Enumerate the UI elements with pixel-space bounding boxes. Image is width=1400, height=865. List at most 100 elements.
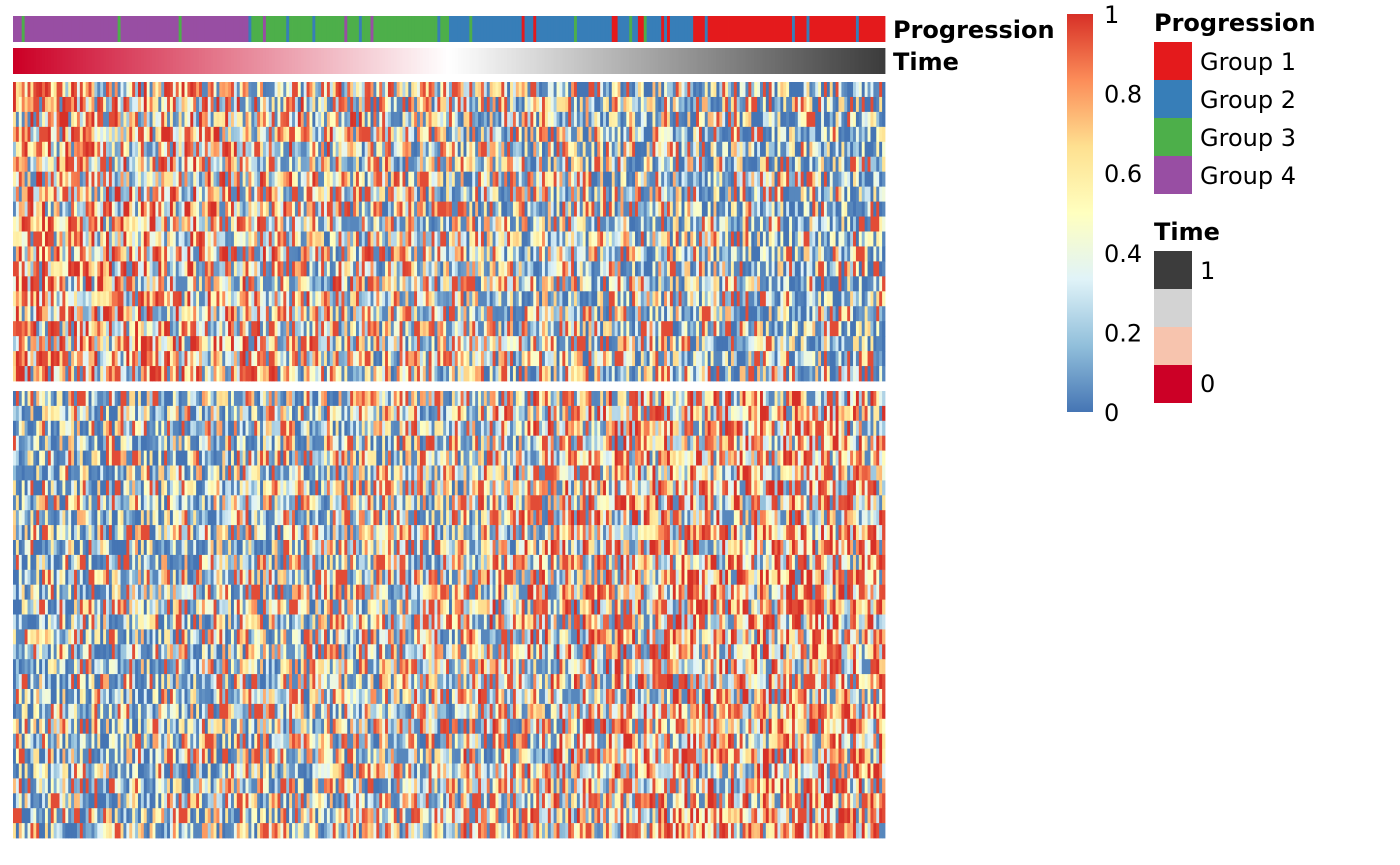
heatmap-cell [91, 82, 95, 98]
time-cell [82, 48, 87, 74]
heatmap-cell [623, 111, 627, 128]
heatmap-cell [515, 216, 520, 232]
heatmap-cell [178, 216, 182, 232]
heatmap-cell [765, 141, 770, 158]
time-cell [701, 48, 706, 74]
heatmap-cell [216, 111, 220, 128]
progression-cell [76, 16, 81, 42]
heatmap-cell [786, 261, 790, 277]
heatmap-cell [236, 216, 241, 232]
progression-cell [605, 16, 610, 42]
heatmap-cell [486, 276, 491, 292]
heatmap-cell [65, 111, 69, 128]
heatmap-cell [527, 261, 531, 277]
progression-cell [800, 16, 805, 42]
heatmap-cell [120, 216, 124, 232]
heatmap-cell [524, 156, 528, 173]
progression-cell [821, 16, 825, 42]
heatmap-cell [44, 231, 49, 247]
heatmap-cell [620, 261, 624, 277]
heatmap-cell [338, 291, 342, 307]
heatmap-cell [225, 246, 229, 262]
heatmap-cell [172, 82, 177, 98]
heatmap-cell [826, 82, 831, 98]
heatmap-cell [510, 201, 514, 217]
heatmap-cell [262, 261, 267, 277]
heatmap-cell [576, 141, 581, 158]
heatmap-cell [27, 261, 31, 277]
heatmap-cell [603, 171, 607, 188]
heatmap-cell [667, 141, 671, 158]
time-cell [97, 48, 101, 74]
heatmap-cell [414, 186, 418, 202]
heatmap-cell [50, 126, 55, 143]
heatmap-cell [739, 231, 743, 247]
heatmap-cell [199, 201, 203, 217]
heatmap-cell [422, 126, 427, 143]
heatmap-cell [146, 216, 151, 232]
heatmap-cell [512, 201, 517, 217]
heatmap-cell [626, 96, 630, 113]
heatmap-cell [201, 276, 206, 292]
heatmap-cell [155, 246, 159, 262]
progression-cell [510, 16, 514, 42]
heatmap-cell [760, 96, 764, 113]
heatmap-cell [771, 216, 775, 232]
heatmap-cell [324, 126, 328, 143]
heatmap-cell [326, 186, 331, 202]
heatmap-cell [140, 216, 145, 232]
heatmap-cell [524, 126, 528, 143]
heatmap-cell [690, 156, 694, 173]
heatmap-cell [239, 126, 244, 143]
heatmap-cell [268, 186, 273, 202]
heatmap-cell [106, 111, 110, 128]
heatmap-cell [457, 171, 462, 188]
heatmap-cell [585, 216, 589, 232]
heatmap-cell [361, 126, 366, 143]
heatmap-cell [36, 171, 40, 188]
heatmap-cell [309, 171, 313, 188]
heatmap-cell [47, 231, 52, 247]
heatmap-cell [332, 246, 337, 262]
heatmap-cell [178, 126, 182, 143]
heatmap-cell [844, 201, 848, 217]
time-cell [353, 48, 357, 74]
heatmap-cell [507, 141, 511, 158]
heatmap-cell [478, 171, 482, 188]
heatmap-cell [318, 246, 322, 262]
heatmap-cell [396, 216, 400, 232]
progression-cell [50, 16, 55, 42]
heatmap-cell [806, 186, 810, 202]
progression-cell [126, 16, 130, 42]
heatmap-cell [393, 216, 398, 232]
heatmap-cell [553, 96, 557, 113]
heatmap-cell [408, 201, 412, 217]
heatmap-cell [207, 126, 212, 143]
heatmap-cell [480, 291, 485, 307]
heatmap-cell [181, 156, 185, 173]
heatmap-cell [713, 156, 717, 173]
heatmap-cell [201, 201, 206, 217]
heatmap-cell [344, 82, 348, 98]
heatmap-cell [600, 82, 604, 98]
heatmap-cell [376, 291, 380, 307]
heatmap-cell [483, 276, 488, 292]
heatmap-cell [693, 156, 697, 173]
heatmap-cell [262, 111, 267, 128]
heatmap-cell [164, 201, 168, 217]
heatmap-cell [800, 141, 805, 158]
heatmap-cell [312, 291, 316, 307]
heatmap-cell [806, 111, 810, 128]
heatmap-cell [140, 276, 145, 292]
heatmap-cell [59, 156, 63, 173]
heatmap-cell [129, 261, 133, 277]
heatmap-cell [350, 82, 354, 98]
heatmap-cell [382, 231, 386, 247]
heatmap-cell [42, 141, 46, 158]
time-cell [172, 48, 177, 74]
heatmap-cell [457, 216, 462, 232]
heatmap-cell [460, 96, 464, 113]
heatmap-cell [454, 171, 459, 188]
heatmap-cell [56, 156, 60, 173]
heatmap-cell [637, 141, 642, 158]
